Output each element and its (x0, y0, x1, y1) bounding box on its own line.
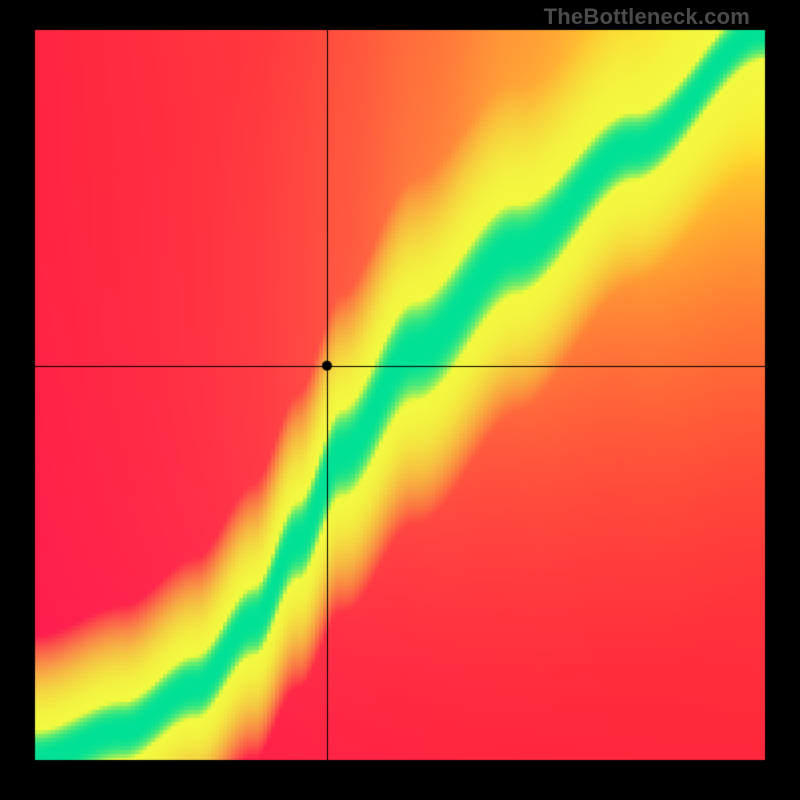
figure: { "watermark": "TheBottleneck.com", "can… (0, 0, 800, 800)
bottleneck-heatmap (0, 0, 800, 800)
watermark: TheBottleneck.com (544, 4, 750, 30)
